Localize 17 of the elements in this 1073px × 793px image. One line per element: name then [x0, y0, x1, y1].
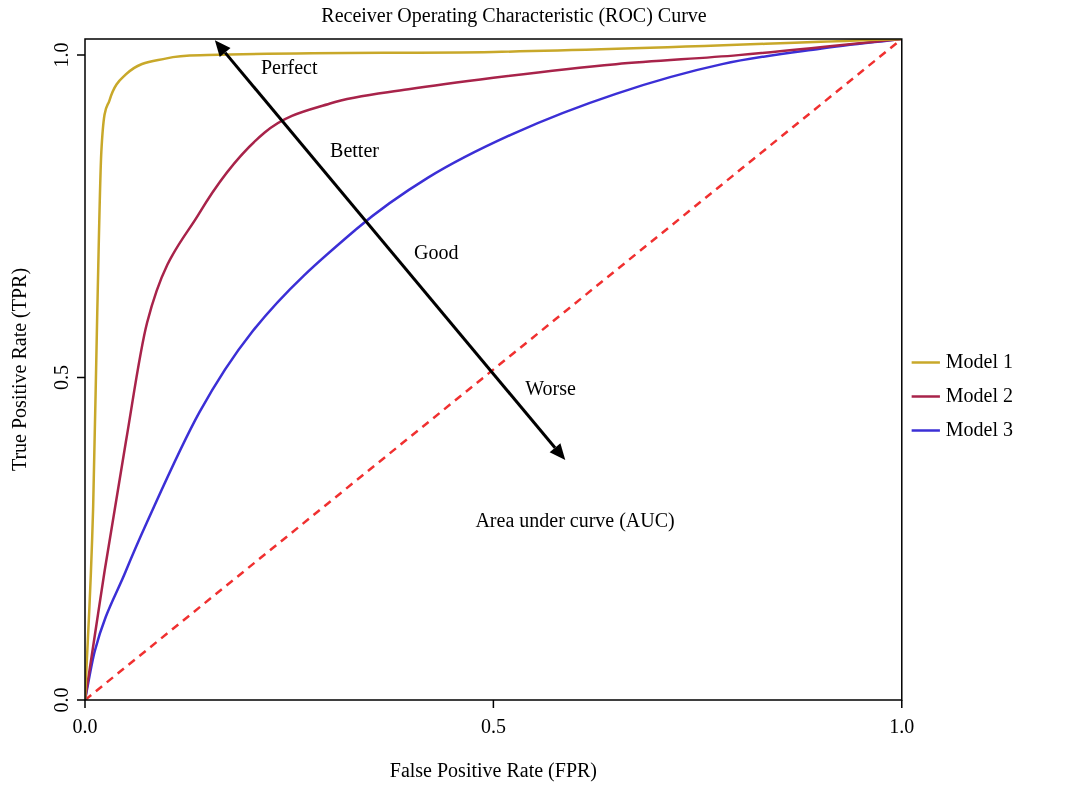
y-axis-title: True Positive Rate (TPR) — [8, 267, 32, 472]
legend-label: Model 3 — [945, 417, 1013, 440]
y-tick-label: 0.5 — [50, 365, 73, 391]
y-tick-label: 1.0 — [50, 42, 73, 68]
chart-title: Receiver Operating Characteristic (ROC) Curve — [321, 4, 707, 28]
annotation: Better — [330, 138, 380, 161]
y-tick-label: 0.0 — [50, 687, 73, 713]
x-tick-label: 0.5 — [480, 715, 506, 738]
legend-label: Model 1 — [945, 349, 1013, 372]
annotation: Good — [413, 241, 459, 264]
x-tick-label: 0.0 — [72, 715, 98, 738]
annotation: Area under curve (AUC) — [475, 508, 675, 532]
annotation: Perfect — [260, 56, 318, 78]
annotation: Worse — [525, 376, 576, 399]
legend-label: Model 2 — [945, 383, 1013, 406]
x-tick-label: 1.0 — [889, 715, 915, 738]
x-axis-title: False Positive Rate (FPR) — [389, 759, 598, 783]
